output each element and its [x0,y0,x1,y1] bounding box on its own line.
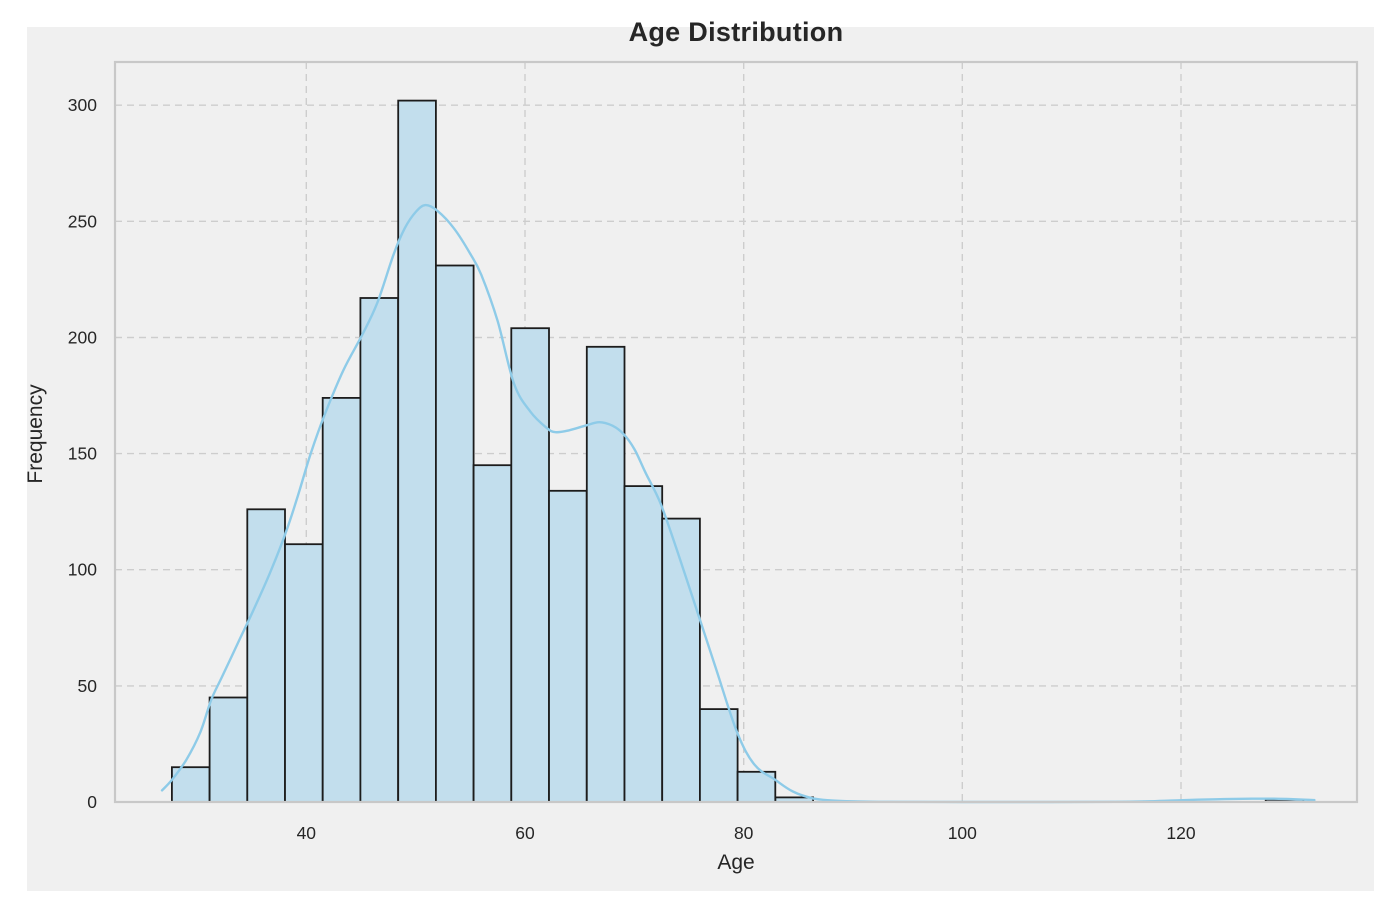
chart-title: Age Distribution [628,17,844,47]
histogram-bar [246,508,286,803]
histogram-bar [623,485,664,803]
x-axis-label: Age [717,851,755,874]
histogram-bar [548,489,588,803]
y-tick-label: 150 [68,444,97,464]
y-tick-label: 250 [68,211,97,231]
x-tick-label: 40 [297,823,317,843]
histogram-bar [434,264,475,803]
histogram-bar [699,708,739,803]
x-tick-label: 120 [1166,823,1195,843]
y-tick-label: 300 [68,95,97,115]
y-tick-label: 200 [68,328,97,348]
histogram-bar [510,327,550,803]
y-tick-label: 0 [87,792,97,812]
histogram-bar [472,464,513,803]
histogram-bar [661,517,701,803]
x-tick-label: 60 [515,823,535,843]
y-axis-label: Frequency [24,384,47,484]
histogram-bar [208,696,249,803]
histogram-bar [284,543,324,803]
x-tick-label: 100 [948,823,977,843]
y-tick-label: 50 [78,676,98,696]
histogram-bar [321,396,362,803]
y-tick-label: 100 [68,560,97,580]
x-tick-label: 80 [734,823,754,843]
histogram-bar [359,297,399,803]
histogram-bar [585,345,626,803]
axes-frame [113,60,1359,804]
